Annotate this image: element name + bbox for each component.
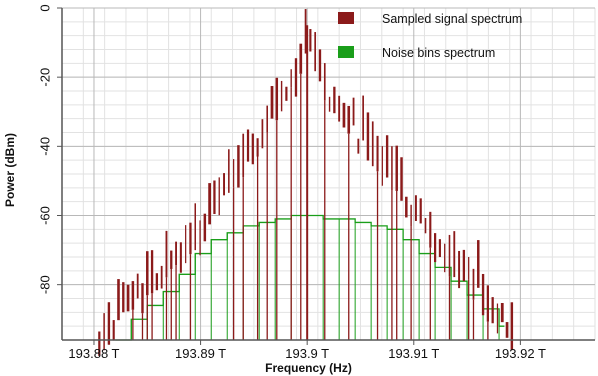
legend: Sampled signal spectrum Noise bins spect… (338, 12, 522, 60)
sampled-signal-series (98, 9, 514, 356)
y-axis-title: Power (dBm) (3, 133, 17, 207)
noise-bins-outline (115, 214, 505, 341)
x-tick-label: 193.89 T (175, 346, 226, 361)
x-axis-title: Frequency (Hz) (265, 361, 352, 375)
y-tick-label: -80 (37, 275, 52, 294)
legend-swatch-noise-bins (338, 46, 354, 58)
x-tick-label: 193.9 T (285, 346, 329, 361)
legend-label-sampled-signal: Sampled signal spectrum (382, 12, 522, 26)
y-tick-label: 0 (37, 4, 52, 11)
y-tick-label: -20 (37, 68, 52, 87)
x-tick-label: 193.88 T (68, 346, 119, 361)
legend-label-noise-bins: Noise bins spectrum (382, 46, 495, 60)
x-tick-label: 193.92 T (495, 346, 546, 361)
x-tick-label: 193.91 T (388, 346, 439, 361)
y-tick-label: -40 (37, 137, 52, 156)
y-tick-label: -60 (37, 206, 52, 225)
legend-swatch-sampled-signal (338, 12, 354, 24)
